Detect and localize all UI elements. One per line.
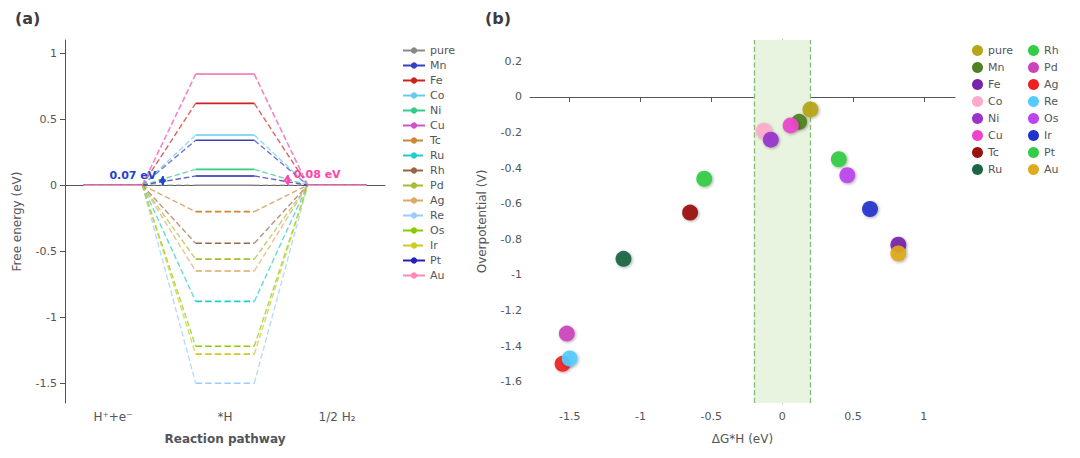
svg-text:-0.6: -0.6	[501, 197, 522, 210]
svg-text:Free energy (eV): Free energy (eV)	[10, 172, 24, 272]
svg-text:ΔG*H (eV): ΔG*H (eV)	[712, 432, 773, 446]
svg-text:-0.4: -0.4	[501, 162, 522, 175]
svg-text:-0.5: -0.5	[701, 410, 722, 423]
svg-text:0.07 eV: 0.07 eV	[109, 169, 156, 182]
svg-text:Pt: Pt	[430, 254, 442, 267]
svg-text:pure: pure	[988, 44, 1013, 57]
svg-text:Au: Au	[430, 269, 445, 282]
svg-text:0: 0	[515, 90, 522, 103]
svg-text:(a): (a)	[15, 9, 40, 28]
svg-text:Cu: Cu	[988, 129, 1003, 142]
svg-text:Re: Re	[1044, 95, 1058, 108]
svg-text:-1.4: -1.4	[501, 340, 522, 353]
svg-text:(b): (b)	[485, 9, 511, 28]
svg-text:-1: -1	[46, 311, 57, 324]
svg-text:Co: Co	[430, 89, 445, 102]
svg-text:Re: Re	[430, 209, 444, 222]
svg-text:Ag: Ag	[1044, 78, 1059, 91]
svg-text:Os: Os	[1044, 112, 1059, 125]
svg-text:Overpotential (V): Overpotential (V)	[475, 170, 489, 274]
svg-text:1/2 H₂: 1/2 H₂	[319, 410, 356, 424]
svg-text:Tc: Tc	[429, 134, 441, 147]
svg-text:0.5: 0.5	[844, 410, 862, 423]
svg-text:0.5: 0.5	[40, 113, 58, 126]
svg-text:1: 1	[920, 410, 927, 423]
svg-text:Rh: Rh	[430, 164, 445, 177]
svg-text:0: 0	[50, 179, 57, 192]
svg-text:-0.2: -0.2	[501, 126, 522, 139]
svg-text:1: 1	[50, 47, 57, 60]
svg-text:Ir: Ir	[430, 239, 438, 252]
svg-text:Fe: Fe	[430, 74, 443, 87]
svg-text:Fe: Fe	[988, 78, 1001, 91]
svg-text:-0.5: -0.5	[36, 245, 57, 258]
svg-text:0: 0	[779, 410, 786, 423]
svg-text:0.08 eV: 0.08 eV	[294, 168, 341, 181]
svg-text:H⁺+e⁻: H⁺+e⁻	[93, 410, 132, 424]
svg-text:Mn: Mn	[430, 59, 446, 72]
svg-text:0.2: 0.2	[505, 55, 523, 68]
svg-text:Cu: Cu	[430, 119, 445, 132]
svg-text:Tc: Tc	[987, 146, 999, 159]
svg-text:Ru: Ru	[430, 149, 444, 162]
svg-text:Co: Co	[988, 95, 1003, 108]
svg-text:-1.2: -1.2	[501, 304, 522, 317]
svg-text:Ni: Ni	[430, 104, 441, 117]
svg-text:Mn: Mn	[988, 61, 1004, 74]
svg-text:Ir: Ir	[1044, 129, 1052, 142]
svg-text:-1.5: -1.5	[559, 410, 580, 423]
svg-text:Ag: Ag	[430, 194, 445, 207]
svg-text:Ni: Ni	[988, 112, 999, 125]
svg-text:Pd: Pd	[1044, 61, 1058, 74]
svg-text:*H: *H	[217, 410, 232, 424]
svg-text:-1: -1	[511, 268, 522, 281]
svg-text:-1.6: -1.6	[501, 375, 522, 388]
svg-text:Os: Os	[430, 224, 445, 237]
svg-text:-1: -1	[635, 410, 646, 423]
svg-text:pure: pure	[430, 44, 455, 57]
svg-text:Rh: Rh	[1044, 44, 1059, 57]
svg-text:Reaction pathway: Reaction pathway	[164, 432, 285, 446]
svg-text:Ru: Ru	[988, 163, 1002, 176]
svg-text:Au: Au	[1044, 163, 1059, 176]
svg-text:-0.8: -0.8	[501, 233, 522, 246]
svg-text:-1.5: -1.5	[36, 377, 57, 390]
svg-text:Pd: Pd	[430, 179, 444, 192]
svg-text:Pt: Pt	[1044, 146, 1056, 159]
